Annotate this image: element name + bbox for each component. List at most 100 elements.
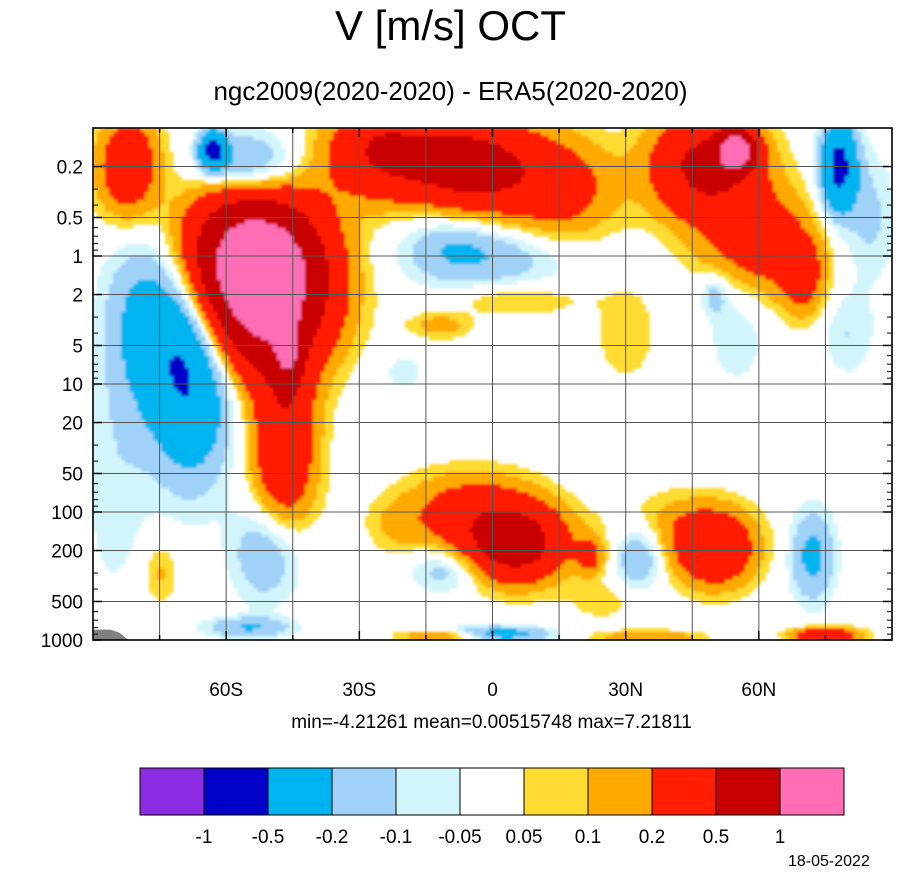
field-cell [525, 128, 530, 133]
field-cell [865, 172, 870, 177]
field-cell [325, 184, 330, 189]
field-cell [369, 188, 374, 193]
field-cell [509, 156, 514, 161]
field-cell [561, 204, 566, 209]
field-cell [605, 156, 610, 161]
field-cell [393, 140, 398, 145]
field-cell [349, 180, 354, 185]
field-cell [785, 168, 790, 173]
field-cell [777, 176, 782, 181]
field-cell [221, 208, 226, 213]
field-cell [777, 160, 782, 165]
field-cell [113, 128, 118, 133]
field-cell [885, 188, 890, 193]
field-cell [601, 148, 606, 153]
field-cell [561, 160, 566, 165]
field-cell [329, 156, 334, 161]
field-cell [161, 172, 166, 177]
field-cell [337, 224, 342, 229]
field-cell [121, 132, 126, 137]
field-cell [637, 188, 642, 193]
field-cell [873, 152, 878, 157]
field-cell [745, 188, 750, 193]
field-cell [381, 184, 386, 189]
field-cell [389, 144, 394, 149]
field-cell [745, 212, 750, 217]
field-cell [813, 176, 818, 181]
field-cell [429, 204, 434, 209]
field-cell [845, 208, 850, 213]
field-cell [685, 196, 690, 201]
field-cell [561, 152, 566, 157]
field-cell [725, 228, 730, 233]
field-cell [521, 212, 526, 217]
field-cell [197, 188, 202, 193]
field-cell [569, 136, 574, 141]
field-cell [229, 200, 234, 205]
field-cell [569, 184, 574, 189]
field-cell [261, 236, 266, 241]
field-cell [753, 208, 758, 213]
field-cell [245, 136, 250, 141]
field-cell [797, 224, 802, 229]
field-cell [257, 192, 262, 197]
field-cell [137, 212, 142, 217]
field-cell [173, 192, 178, 197]
field-cell [733, 168, 738, 173]
field-cell [561, 196, 566, 201]
field-cell [161, 180, 166, 185]
field-cell [501, 176, 506, 181]
field-cell [137, 140, 142, 145]
field-cell [289, 176, 294, 181]
field-cell [813, 148, 818, 153]
field-cell [173, 212, 178, 217]
field-cell [737, 200, 742, 205]
field-cell [809, 212, 814, 217]
field-cell [569, 208, 574, 213]
field-cell [189, 184, 194, 189]
field-cell [117, 220, 122, 225]
field-cell [93, 140, 98, 145]
field-cell [309, 208, 314, 213]
field-cell [653, 224, 658, 229]
field-cell [501, 184, 506, 189]
field-cell [321, 136, 326, 141]
field-cell [105, 156, 110, 161]
field-cell [433, 204, 438, 209]
field-cell [841, 168, 846, 173]
field-cell [733, 160, 738, 165]
field-cell [593, 188, 598, 193]
field-cell [109, 136, 114, 141]
field-cell [253, 144, 258, 149]
field-cell [781, 220, 786, 225]
field-cell [729, 132, 734, 137]
field-cell [785, 156, 790, 161]
field-cell [873, 220, 878, 225]
field-cell [821, 228, 826, 233]
field-cell [697, 216, 702, 221]
field-cell [529, 176, 534, 181]
field-cell [397, 172, 402, 177]
field-cell [625, 144, 630, 149]
field-cell [477, 216, 482, 221]
field-cell [469, 212, 474, 217]
field-cell [873, 224, 878, 229]
field-cell [585, 220, 590, 225]
field-cell [533, 208, 538, 213]
field-cell [301, 224, 306, 229]
field-cell [233, 180, 238, 185]
field-cell [265, 136, 270, 141]
field-cell [681, 148, 686, 153]
field-cell [653, 196, 658, 201]
field-cell [545, 132, 550, 137]
field-cell [485, 236, 490, 241]
field-cell [273, 228, 278, 233]
field-cell [533, 228, 538, 233]
field-cell [677, 148, 682, 153]
field-cell [317, 224, 322, 229]
field-cell [473, 180, 478, 185]
field-cell [753, 176, 758, 181]
field-cell [729, 216, 734, 221]
field-cell [549, 148, 554, 153]
field-cell [709, 168, 714, 173]
